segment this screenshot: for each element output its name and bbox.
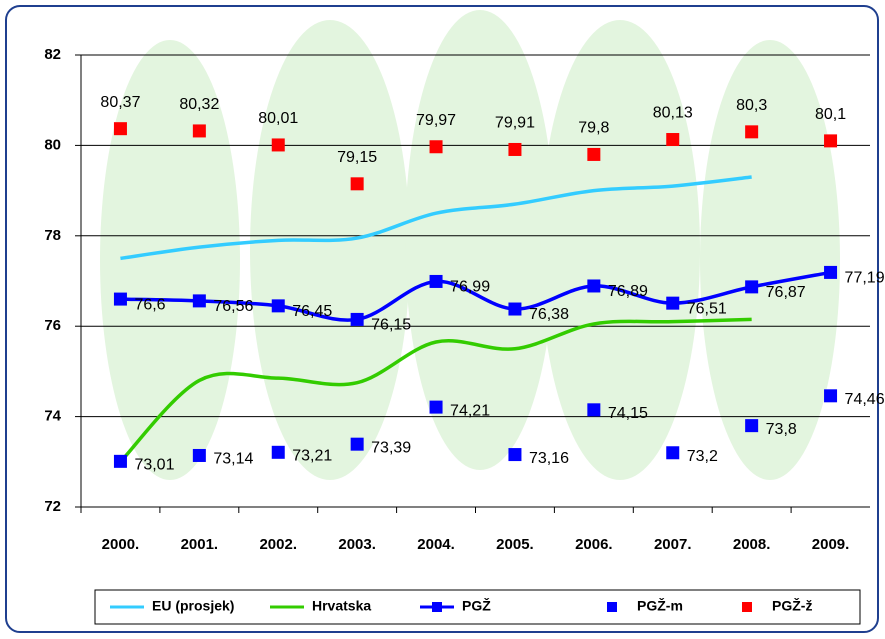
chart: 72 74 76 78 80 82 2000. 2001. 2002. 2003. 2004. 200… [0,0,885,639]
data-label: 76,6 [134,296,165,313]
data-label: 76,38 [529,306,569,323]
data-marker [114,293,127,306]
data-label: 73,2 [687,448,718,465]
legend-label: PGŽ-m [637,597,683,614]
data-marker [587,403,600,416]
data-marker [666,133,679,146]
data-label: 76,56 [213,298,253,315]
data-label: 79,8 [578,120,609,137]
data-label: 74,15 [608,405,648,422]
y-tick-label: 74 [44,408,61,425]
x-tick-label: 2008. [733,536,771,553]
legend-label: Hrvatska [312,598,371,614]
data-marker [430,401,443,414]
y-tick-label: 82 [44,46,61,63]
data-label: 79,97 [416,112,456,129]
x-tick-label: 2003. [338,536,376,553]
data-label: 79,15 [337,149,377,166]
data-marker [193,449,206,462]
data-label: 80,01 [258,110,298,127]
data-label: 80,13 [653,105,693,122]
data-label: 76,99 [450,279,490,296]
data-marker [508,143,521,156]
x-tick-label: 2006. [575,536,613,553]
data-marker [351,313,364,326]
data-marker [272,299,285,312]
data-marker [745,419,758,432]
data-label: 76,45 [292,303,332,320]
data-marker [824,266,837,279]
data-marker [272,138,285,151]
x-tick-label: 2005. [496,536,534,553]
y-tick-label: 78 [44,227,61,244]
y-tick-label: 72 [44,498,61,515]
data-label: 79,91 [495,115,535,132]
data-label: 80,1 [815,106,846,123]
data-marker [508,303,521,316]
data-marker [745,280,758,293]
data-marker [193,294,206,307]
legend-swatch [607,602,617,612]
x-tick-label: 2002. [259,536,297,553]
data-marker [824,389,837,402]
legend-label: PGŽ [462,597,491,614]
data-marker [351,177,364,190]
x-tick-label: 2007. [654,536,692,553]
data-marker [193,124,206,137]
data-label: 73,14 [213,451,253,468]
data-marker [587,279,600,292]
data-marker [666,446,679,459]
y-tick-label: 76 [44,317,61,334]
legend-label: PGŽ-ž [772,597,812,614]
legend-swatch [742,602,752,612]
data-marker [430,140,443,153]
data-label: 80,3 [736,97,767,114]
data-label: 73,16 [529,450,569,467]
data-marker [430,275,443,288]
data-marker [824,134,837,147]
x-tick-label: 2001. [181,536,219,553]
data-marker [508,448,521,461]
data-label: 73,21 [292,448,332,465]
legend-swatch [432,602,442,612]
data-label: 73,8 [766,421,797,438]
data-label: 74,46 [845,391,885,408]
data-label: 76,51 [687,300,727,317]
data-label: 77,19 [845,270,885,287]
data-marker [114,122,127,135]
data-label: 76,89 [608,283,648,300]
data-marker [666,297,679,310]
data-marker [745,125,758,138]
y-tick-label: 80 [44,136,61,153]
x-tick-label: 2009. [812,536,850,553]
data-label: 76,15 [371,317,411,334]
data-label: 76,87 [766,284,806,301]
legend-label: EU (prosjek) [152,598,234,614]
x-tick-label: 2004. [417,536,455,553]
data-label: 73,01 [134,457,174,474]
data-marker [272,446,285,459]
data-label: 73,39 [371,439,411,456]
data-label: 80,37 [100,94,140,111]
x-tick-label: 2000. [102,536,140,553]
data-label: 74,21 [450,402,490,419]
data-marker [114,455,127,468]
data-marker [587,148,600,161]
data-label: 80,32 [179,96,219,113]
data-marker [351,438,364,451]
